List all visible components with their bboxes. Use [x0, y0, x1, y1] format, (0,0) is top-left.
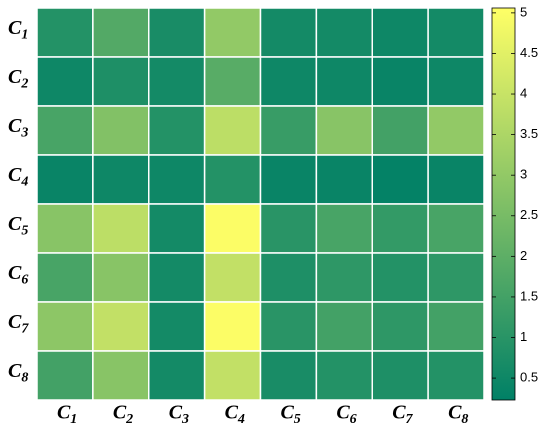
heatmap-cell [203, 301, 262, 352]
heatmap-cell [259, 56, 318, 107]
heatmap-cell [315, 154, 373, 205]
x-tick-label: C4 [225, 402, 245, 428]
heatmap-cell [36, 56, 94, 107]
heatmap-cell [36, 154, 94, 205]
heatmap-cell [203, 7, 262, 58]
colorbar [491, 7, 516, 401]
heatmap-cell [92, 105, 150, 156]
heatmap-cell [371, 105, 429, 156]
heatmap-cell [36, 7, 94, 58]
heatmap-cell [92, 203, 150, 254]
heatmap-cell [315, 105, 373, 156]
colorbar-tick-label: 3.5 [520, 126, 538, 141]
colorbar-tick-label: 2.5 [520, 207, 538, 222]
heatmap-cell [92, 301, 150, 352]
heatmap-cell [259, 105, 318, 156]
y-tick-label: C4 [8, 164, 28, 190]
heatmap-cell [148, 350, 206, 401]
heatmap-cell [259, 154, 318, 205]
heatmap-cell [203, 105, 262, 156]
heatmap-cell [371, 350, 429, 401]
x-tick-label: C7 [392, 402, 413, 428]
heatmap-cell [148, 154, 206, 205]
heatmap-cell [259, 252, 318, 303]
heatmap-cell [427, 252, 485, 303]
colorbar-tick-label: 2 [520, 248, 527, 263]
heatmap-cell [36, 301, 94, 352]
heatmap-cell [148, 7, 206, 58]
x-tick-label: C5 [280, 402, 300, 428]
heatmap-cell [259, 7, 318, 58]
x-tick-label: C6 [336, 402, 356, 428]
heatmap-cell [259, 301, 318, 352]
heatmap-cell [371, 56, 429, 107]
heatmap-cell [148, 105, 206, 156]
heatmap-cell [203, 252, 262, 303]
colorbar-tick-label: 1.5 [520, 288, 538, 303]
heatmap-cell [427, 56, 485, 107]
heatmap-cell [371, 154, 429, 205]
x-tick-label: C2 [113, 402, 133, 428]
y-tick-label: C5 [8, 213, 28, 239]
colorbar-tick-label: 1 [520, 329, 527, 344]
heatmap-cell [427, 7, 485, 58]
x-tick-label: C1 [57, 402, 77, 428]
heatmap-cell [92, 154, 150, 205]
heatmap-cell [203, 203, 262, 254]
heatmap-cell [92, 7, 150, 58]
heatmap-cell [36, 252, 94, 303]
heatmap-cell [92, 350, 150, 401]
y-tick-label: C7 [8, 311, 29, 337]
heatmap-cell [427, 154, 485, 205]
x-tick-label: C3 [169, 402, 189, 428]
heatmap-cell [315, 301, 373, 352]
heatmap-cell [371, 252, 429, 303]
heatmap-cell [36, 203, 94, 254]
heatmap-cell [148, 252, 206, 303]
y-tick-label: C6 [8, 262, 28, 288]
heatmap-cell [259, 203, 318, 254]
colorbar-tick-label: 4 [520, 85, 527, 100]
heatmap-cell [427, 105, 485, 156]
heatmap-cell [92, 56, 150, 107]
heatmap-cell [36, 350, 94, 401]
colorbar-tick-label: 5 [520, 4, 527, 19]
heatmap-cell [36, 105, 94, 156]
heatmap-cell [148, 203, 206, 254]
y-tick-label: C8 [8, 360, 28, 386]
heatmap-cell [203, 56, 262, 107]
heatmap-cell [259, 350, 318, 401]
heatmap-cell [427, 203, 485, 254]
heatmap-cell [371, 7, 429, 58]
heatmap-cell [148, 301, 206, 352]
colorbar-tick-label: 4.5 [520, 45, 538, 60]
heatmap-cell [92, 252, 150, 303]
heatmap-cell [315, 350, 373, 401]
heatmap-cell [371, 301, 429, 352]
y-tick-label: C2 [8, 66, 28, 92]
heatmap-cell [371, 203, 429, 254]
heatmap-cell [203, 154, 262, 205]
x-tick-label: C8 [448, 402, 468, 428]
heatmap-cell [427, 301, 485, 352]
y-tick-label: C1 [8, 17, 28, 43]
colorbar-tick-label: 3 [520, 167, 527, 182]
heatmap-cell [315, 252, 373, 303]
heatmap-cell [315, 7, 373, 58]
colorbar-tick-label: 0.5 [520, 370, 538, 385]
heatmap-cell [203, 350, 262, 401]
y-tick-label: C3 [8, 115, 28, 141]
heatmap-cell [315, 203, 373, 254]
heatmap-cell [148, 56, 206, 107]
heatmap-cell [315, 56, 373, 107]
heatmap-cell [427, 350, 485, 401]
